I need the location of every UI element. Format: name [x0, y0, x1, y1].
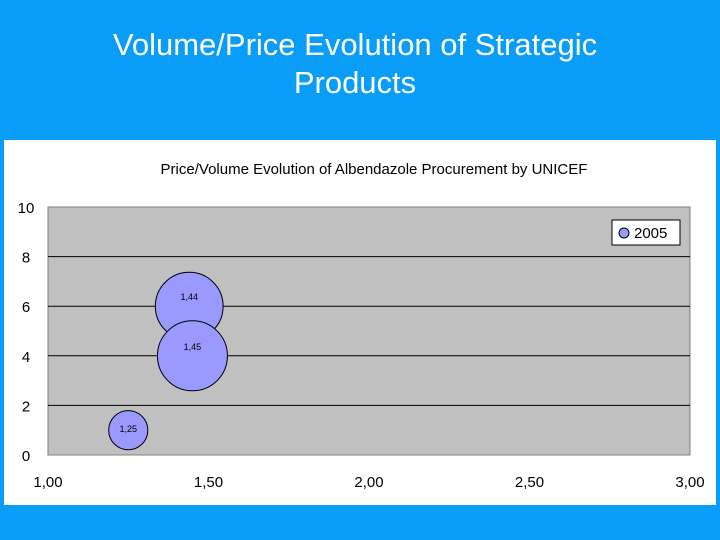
chart-title: Price/Volume Evolution of Albendazole Pr…	[161, 161, 588, 178]
slide-title-line-1: Volume/Price Evolution of Strategic	[112, 27, 598, 62]
x-tick-label: 3,00	[675, 474, 704, 491]
bubble-data-label: 1,25	[119, 424, 137, 434]
legend-marker	[618, 227, 630, 239]
plot-area	[47, 206, 691, 456]
bubble-chart: Price/Volume Evolution of Albendazole Pr…	[18, 161, 705, 491]
x-tick-label: 2,50	[515, 474, 544, 491]
bubble-data-label: 1,45	[184, 342, 202, 352]
y-axis-ticks: 0 2 4 6 8 10	[18, 200, 35, 465]
bubble	[108, 410, 149, 451]
chart-panel: Price/Volume Evolution of Albendazole Pr…	[4, 140, 716, 505]
bubble-data-label: 1,44	[180, 292, 198, 302]
slide-title-line-2: Products	[293, 65, 417, 100]
chart-legend: 2005	[611, 219, 681, 246]
bubble	[156, 320, 228, 392]
y-tick-label: 8	[22, 250, 30, 267]
slide-title: Volume/Price Evolution of Strategic Prod…	[0, 26, 710, 102]
bubble-series: 1,25 1,44 1,45	[108, 271, 228, 451]
x-tick-label: 1,50	[194, 474, 223, 491]
y-tick-label: 4	[22, 349, 30, 366]
x-tick-label: 1,00	[33, 474, 62, 491]
y-tick-label: 0	[22, 448, 30, 465]
y-tick-label: 2	[22, 398, 30, 415]
y-tick-label: 6	[22, 299, 30, 316]
x-tick-label: 2,00	[354, 474, 383, 491]
x-axis-ticks: 1,00 1,50 2,00 2,50 3,00	[33, 474, 704, 491]
legend-label: 2005	[634, 225, 667, 242]
y-tick-label: 10	[18, 200, 35, 217]
